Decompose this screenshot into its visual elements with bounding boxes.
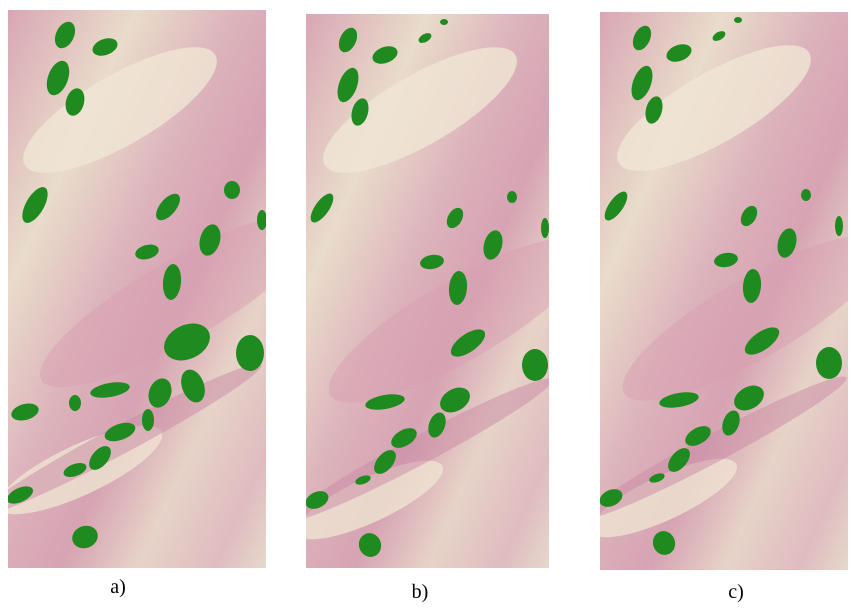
- panel-label: b): [412, 581, 429, 603]
- panel-label: a): [110, 576, 126, 598]
- panel-c: [600, 12, 848, 570]
- panel-a: [8, 10, 266, 568]
- panel-label: c): [728, 581, 744, 603]
- panel-b: [306, 14, 549, 568]
